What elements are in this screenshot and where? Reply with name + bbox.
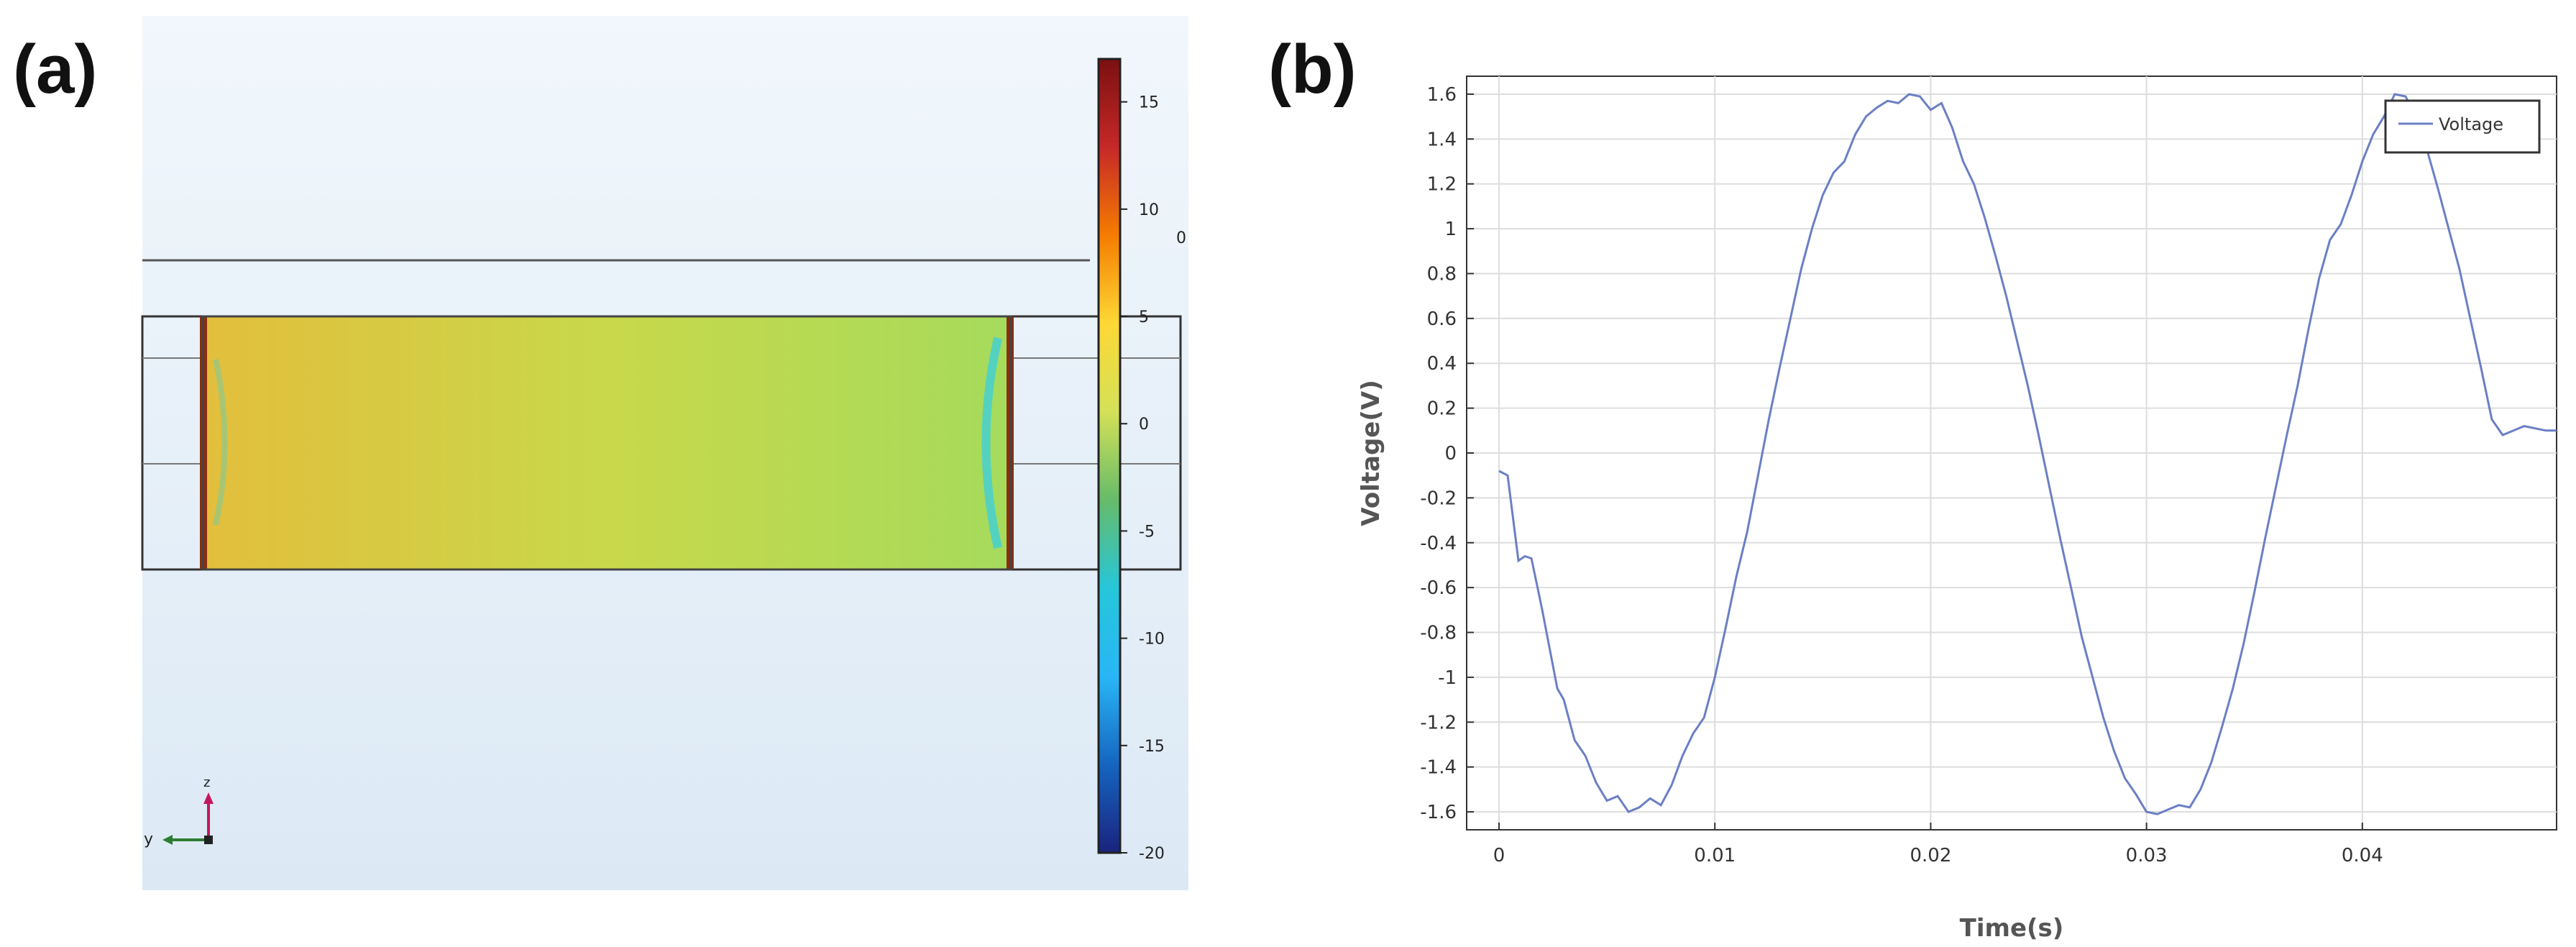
grid [1467,76,2557,830]
y-tick-label: 0.6 [1427,308,1457,330]
colorbar [1097,58,1122,854]
y-tick-label: -1.4 [1420,757,1457,779]
y-tick-label: 1.4 [1427,129,1457,150]
y-tick-label: -0.6 [1420,577,1457,599]
x-tick-label: 0.01 [1694,845,1736,866]
colorbar-tick-label: -5 [1139,523,1155,541]
legend: Voltage [2384,99,2541,154]
y-tick-label: -1.6 [1420,802,1457,823]
colorbar-tick-label: -20 [1139,845,1165,863]
legend-label: Voltage [2439,114,2503,134]
colorbar-tick-label: 10 [1139,201,1159,219]
axis-arrowhead-y [162,835,173,845]
y-tick-label: 1.2 [1427,174,1457,196]
x-tick-label: 0.03 [2126,845,2168,866]
magnet-field-region [203,316,1011,569]
y-tick-label: 0.8 [1427,263,1457,285]
y-tick-label: -0.4 [1420,533,1457,554]
y-tick-label: 0.2 [1427,398,1457,420]
axis-arrowhead-z [203,792,214,804]
x-tick-label: 0 [1493,845,1505,866]
panel-a-label: (a) [13,31,98,108]
colorbar-tick-label: 5 [1139,308,1149,326]
colorbar-tick-label: 15 [1139,94,1159,112]
colorbar-tick-label: 0 [1139,416,1149,434]
y-tick-label: 0 [1444,443,1457,465]
colorbar-tick-label: -10 [1139,631,1165,649]
edge-value-label: 0 [1176,229,1186,247]
y-tick-label: -0.2 [1420,488,1457,509]
panel-b-label: (b) [1268,31,1357,108]
field-outline [201,315,1012,571]
series-line-voltage [1498,93,2557,815]
x-axis-label: Time(s) [1960,914,2064,943]
right-slot-highlight [981,337,1002,549]
y-tick-label: -0.8 [1420,623,1457,644]
axis-origin [204,836,213,844]
colorbar-tick-label: -15 [1139,738,1165,756]
x-axis-ticks: 0 0.01 0.02 0.03 0.04 [1493,823,2383,866]
y-tick-label: 1.6 [1427,84,1457,106]
legend-box [2384,99,2541,154]
y-axis-ticks: 1.6 1.4 1.2 1 0.8 0.6 0.4 0.2 0 -0.2 -0.4 -0.6 -0.8 -… [1420,84,1474,823]
y-axis-label: Voltage(V) [1357,380,1385,526]
axis-label-z: z [203,775,210,790]
x-tick-label: 0.02 [1910,845,1951,866]
x-tick-label: 0.04 [2342,845,2383,866]
left-slot-highlight [213,359,228,526]
axis-label-y: y [144,831,153,848]
colorbar-ticks: 15 10 5 0 -5 -10 -15 -20 [1120,94,1165,863]
y-tick-label: -1.2 [1420,712,1457,733]
y-tick-label: -1 [1438,667,1457,689]
y-tick-label: 0.4 [1427,353,1457,375]
y-tick-label: 1 [1444,219,1457,240]
